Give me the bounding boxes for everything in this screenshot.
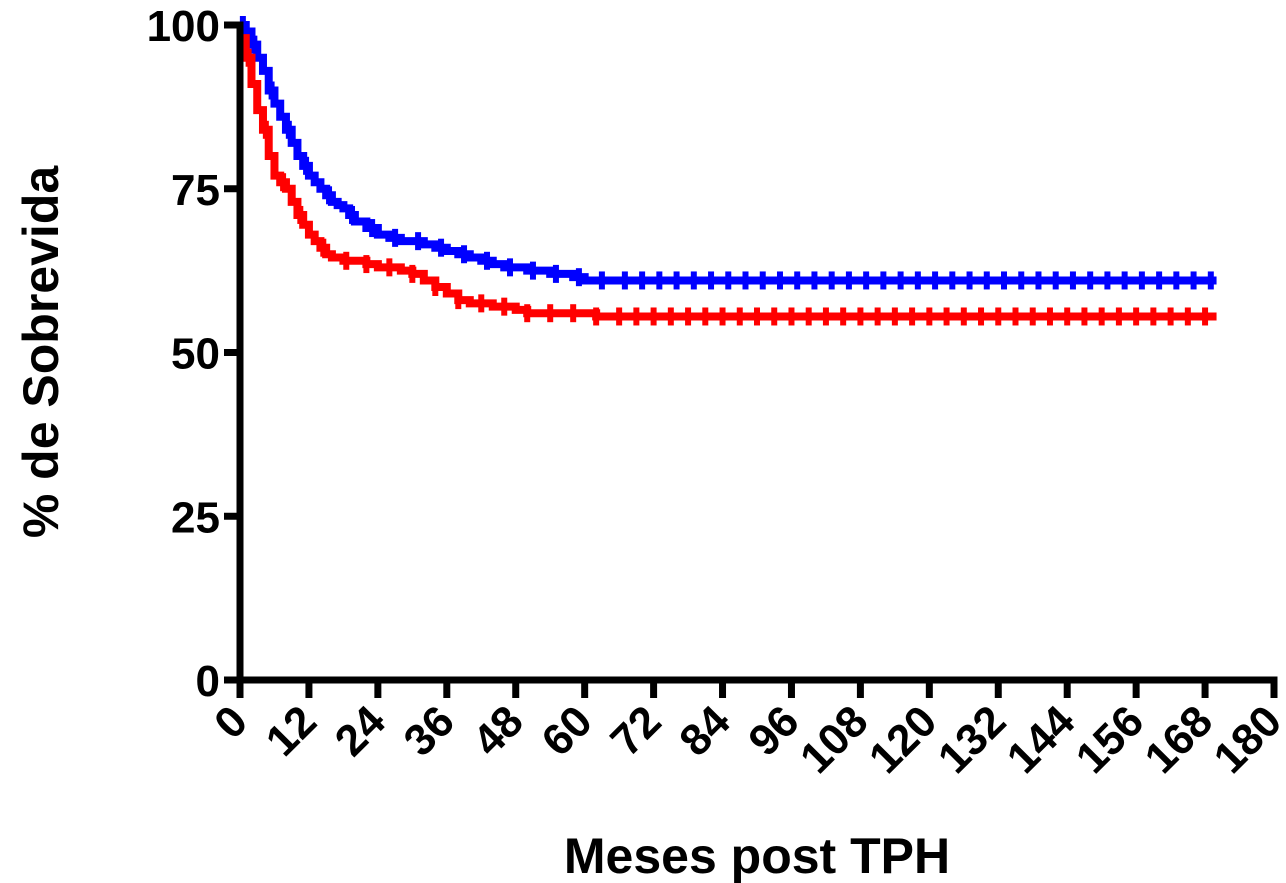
x-tick-label: 180 <box>1205 696 1286 783</box>
y-tick-label: 75 <box>171 166 220 215</box>
x-tick-label: 60 <box>532 696 601 765</box>
y-tick-label: 50 <box>171 330 220 379</box>
y-tick-label: 25 <box>171 493 220 542</box>
x-tick-label: 36 <box>395 696 464 765</box>
x-tick-label: 168 <box>1136 696 1223 783</box>
x-tick-label: 24 <box>326 696 396 766</box>
y-tick-label: 0 <box>196 657 220 706</box>
axes <box>236 21 1278 684</box>
x-tick-label: 156 <box>1067 696 1154 783</box>
series-layer <box>239 16 1217 326</box>
series-0 <box>239 16 1217 290</box>
survival-curve <box>240 21 1217 285</box>
series-1 <box>240 34 1217 326</box>
x-tick-label: 48 <box>464 696 533 765</box>
x-tick-label: 108 <box>791 696 878 783</box>
y-tick-label: 100 <box>147 2 220 51</box>
x-tick-label: 120 <box>860 696 947 783</box>
x-axis-title: Meses post TPH <box>564 828 950 883</box>
x-tick-label: 72 <box>601 696 670 765</box>
y-ticks: 0 25 50 75 100 <box>147 2 240 706</box>
x-tick-label: 144 <box>998 696 1085 783</box>
y-axis-title: % de Sobrevida <box>13 165 69 539</box>
x-tick-label: 84 <box>670 696 740 766</box>
x-tick-label: 12 <box>257 696 326 765</box>
x-tick-label: 132 <box>929 696 1016 783</box>
